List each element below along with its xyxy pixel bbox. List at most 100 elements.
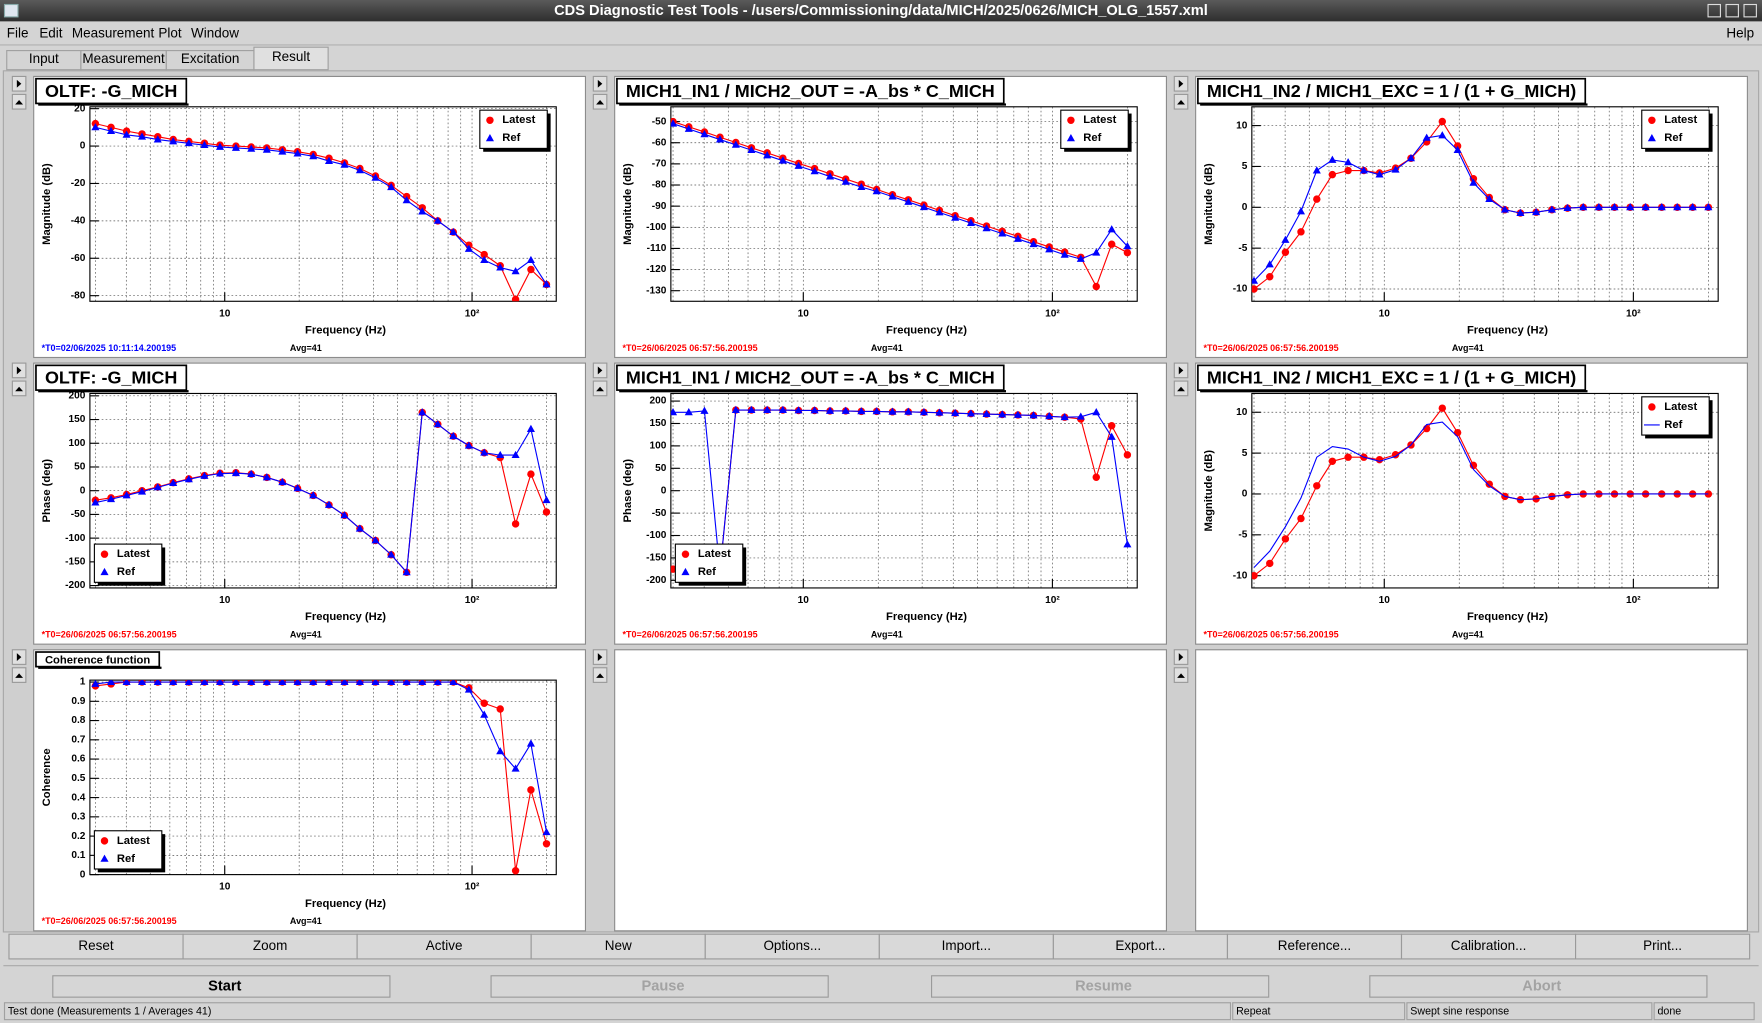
data-point xyxy=(449,227,458,236)
legend-marker xyxy=(1648,116,1656,124)
data-point xyxy=(293,680,302,685)
toolbar-button[interactable]: Active xyxy=(356,933,532,960)
maximize-button[interactable] xyxy=(1725,3,1739,18)
toolbar-button[interactable]: Reference... xyxy=(1226,933,1403,960)
data-point xyxy=(715,135,725,143)
data-point xyxy=(1626,203,1635,211)
data-point xyxy=(825,406,835,414)
minimize-button[interactable] xyxy=(1707,3,1721,18)
menu-item[interactable]: Help xyxy=(1726,25,1754,40)
close-button[interactable] xyxy=(1743,3,1757,18)
data-point xyxy=(982,409,991,417)
data-point xyxy=(262,473,271,481)
button-frame xyxy=(1400,933,1577,960)
menu-item[interactable]: Window xyxy=(191,25,239,40)
data-point xyxy=(496,747,505,755)
menu-item[interactable]: File xyxy=(7,25,29,40)
control-button[interactable]: Start xyxy=(52,975,391,998)
button-label: Calibration... xyxy=(1451,938,1527,953)
toolbar-button[interactable]: New xyxy=(530,933,706,960)
y-tick-label: 10 xyxy=(1236,120,1248,131)
series-line xyxy=(95,681,548,833)
data-point xyxy=(1045,412,1054,420)
toolbar-button[interactable]: Print... xyxy=(1575,933,1751,960)
button-label: Abort xyxy=(1522,978,1561,994)
y-tick-label: -50 xyxy=(652,508,667,519)
data-point xyxy=(91,498,100,506)
legend-label: Latest xyxy=(117,835,150,847)
y-tick-label: 0.4 xyxy=(71,792,85,803)
menu-item[interactable]: Measurement xyxy=(72,25,155,40)
status-segment xyxy=(3,1002,1232,1021)
legend-box xyxy=(1060,109,1129,149)
y-axis-label: Magnitude (dB) xyxy=(1203,163,1215,245)
data-point xyxy=(1532,207,1541,216)
legend-label: Latest xyxy=(1664,401,1697,413)
data-point xyxy=(464,441,473,449)
data-point xyxy=(1281,248,1290,256)
data-point xyxy=(1045,245,1054,253)
legend: Latest Ref xyxy=(1641,109,1713,152)
chart-title: MICH1_IN2 / MICH1_EXC = 1 / (1 + G_MICH) xyxy=(1207,368,1576,388)
x-axis-label: Frequency (Hz) xyxy=(886,611,967,623)
tab[interactable]: Result xyxy=(253,46,329,71)
data-point xyxy=(1107,422,1116,430)
toolbar-button[interactable]: Import... xyxy=(878,933,1054,960)
data-point xyxy=(1406,154,1416,162)
tab[interactable]: Excitation xyxy=(165,50,255,71)
legend-marker xyxy=(1066,134,1075,142)
button-label: Export... xyxy=(1115,938,1165,953)
data-point xyxy=(1251,285,1258,293)
legend-marker xyxy=(100,854,109,862)
data-point xyxy=(496,263,505,271)
legend: Latest Ref xyxy=(479,109,551,152)
toolbar-button[interactable]: Export... xyxy=(1052,933,1229,960)
chart-title: MICH1_IN1 / MICH2_OUT = -A_bs * C_MICH xyxy=(626,81,995,101)
title-box xyxy=(616,364,1005,391)
legend-marker xyxy=(100,837,109,845)
data-point xyxy=(526,424,535,432)
toolbar-button[interactable]: Reset xyxy=(8,933,184,960)
chart: OLTF: -G_MICH 10 10² -80 -60 -40 -20 0 20 Frequen… xyxy=(35,77,557,353)
menu-item[interactable]: Plot xyxy=(158,25,181,40)
y-tick-label: -60 xyxy=(71,253,86,264)
button-frame xyxy=(931,975,1270,998)
data-point xyxy=(1344,166,1352,175)
y-axis-label: Phase (deg) xyxy=(622,459,634,523)
data-point xyxy=(215,469,225,477)
data-point xyxy=(857,407,866,415)
tab[interactable]: Input xyxy=(6,50,82,71)
data-point xyxy=(1344,158,1353,166)
data-point xyxy=(1076,254,1085,262)
x-tick-label: 10² xyxy=(465,595,480,606)
toolbar-button[interactable]: Calibration... xyxy=(1400,933,1577,960)
toolbar-button[interactable]: Options... xyxy=(704,933,880,960)
x-tick-label: 10² xyxy=(1045,595,1060,606)
y-tick-label: -100 xyxy=(65,533,86,544)
tab[interactable]: Measurement xyxy=(80,50,167,71)
y-tick-label: 0.6 xyxy=(71,754,85,765)
data-point xyxy=(449,680,458,685)
y-tick-label: -120 xyxy=(646,264,667,275)
legend-box xyxy=(1641,109,1710,149)
y-tick-label: 0.7 xyxy=(71,734,85,745)
button-label: Import... xyxy=(942,938,991,953)
data-point xyxy=(247,469,256,478)
x-tick-label: 10² xyxy=(1626,595,1641,606)
data-point xyxy=(200,680,209,685)
x-tick-label: 10 xyxy=(219,308,231,319)
title-shadow xyxy=(38,103,189,106)
title-shadow xyxy=(38,666,162,669)
tab-label: Excitation xyxy=(181,51,239,66)
data-point xyxy=(137,132,147,140)
data-point xyxy=(309,491,318,499)
status-text: Swept sine response xyxy=(1410,1006,1509,1018)
toolbar-button[interactable]: Zoom xyxy=(182,933,358,960)
menu-item[interactable]: Edit xyxy=(39,25,62,40)
data-point xyxy=(1704,490,1713,498)
y-axis-label: Coherence xyxy=(41,748,53,806)
data-point xyxy=(778,156,787,164)
y-tick-label: 0.1 xyxy=(71,850,85,861)
chart-title: MICH1_IN2 / MICH1_EXC = 1 / (1 + G_MICH) xyxy=(1207,81,1576,101)
data-point xyxy=(169,478,178,487)
